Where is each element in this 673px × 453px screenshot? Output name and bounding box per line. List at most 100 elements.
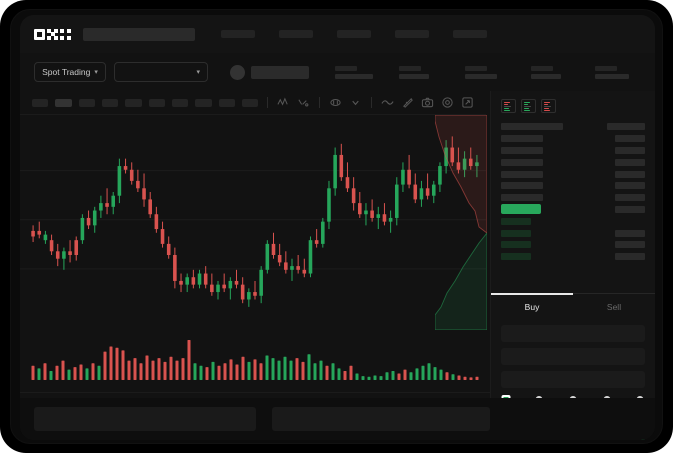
device-screen-bezel: OKX Spot Trading ▾ ▾ — [10, 9, 663, 444]
toolbar-divider — [319, 97, 321, 108]
tab-buy[interactable]: Buy — [491, 293, 573, 319]
orderbook-row[interactable] — [501, 251, 645, 263]
nav-item-1[interactable] — [279, 30, 313, 38]
volume-svg — [31, 340, 479, 380]
orderbook-row[interactable] — [501, 239, 645, 251]
nav-item-0[interactable] — [221, 30, 255, 38]
order-amount-field[interactable] — [501, 348, 645, 365]
order-book-panel: Buy Sell — [490, 91, 655, 440]
orderbook-row[interactable] — [501, 192, 645, 204]
drawing-tools-icon[interactable] — [401, 96, 414, 109]
orderbook-size — [615, 146, 645, 154]
orderbook-price — [501, 135, 543, 143]
asks-only-icon[interactable] — [541, 99, 556, 113]
orderbook-row[interactable] — [501, 156, 645, 168]
okx-trading-app: OKX Spot Trading ▾ ▾ — [20, 15, 655, 440]
order-form — [491, 319, 655, 440]
timeframe-3[interactable] — [101, 98, 119, 107]
orderbook-price — [501, 241, 531, 249]
orderbook-row[interactable] — [501, 133, 645, 145]
timeframe-7[interactable] — [195, 98, 212, 107]
header-nav — [221, 30, 487, 38]
nav-item-3[interactable] — [395, 30, 429, 38]
app-header: OKX — [20, 15, 655, 53]
camera-icon[interactable] — [421, 96, 434, 109]
orderbook-size — [607, 123, 645, 131]
timeframe-2[interactable] — [78, 98, 95, 107]
orderbook-row[interactable] — [501, 204, 645, 216]
fullscreen-icon[interactable] — [461, 96, 474, 109]
orderbook-size — [615, 158, 645, 166]
timeframe-4[interactable] — [125, 98, 142, 107]
orderbook-size — [615, 241, 645, 249]
timeframe-9[interactable] — [241, 98, 259, 107]
ticker-bar: Spot Trading ▾ ▾ — [20, 53, 655, 91]
orderbook-row[interactable] — [501, 145, 645, 157]
orderbook-size — [615, 194, 645, 202]
orderbook-price — [501, 194, 543, 202]
volume-chart[interactable] — [20, 330, 486, 392]
settings-gear-icon[interactable] — [441, 96, 454, 109]
orderbook-size — [615, 229, 645, 237]
timeframe-6[interactable] — [171, 98, 189, 107]
tab-sell[interactable]: Sell — [606, 301, 622, 312]
bottom-block-0[interactable] — [34, 407, 256, 431]
chevron-down-icon: ▾ — [196, 68, 200, 76]
orderbook-rows[interactable] — [491, 119, 655, 263]
nav-item-4[interactable] — [453, 30, 487, 38]
timeframe-5[interactable] — [148, 98, 165, 107]
orderbook-size — [615, 135, 645, 143]
orderbook-price — [501, 253, 531, 261]
toolbar-divider — [371, 97, 372, 108]
orderbook-row[interactable] — [501, 121, 645, 133]
orderbook-price — [501, 204, 541, 215]
search-input[interactable] — [83, 27, 195, 41]
orderbook-row[interactable] — [501, 215, 645, 227]
price-chart[interactable] — [20, 115, 486, 330]
orderbook-price — [501, 217, 531, 225]
ticker-stat-4 — [595, 65, 629, 79]
bottom-block-1[interactable] — [272, 407, 490, 431]
orderbook-price — [501, 158, 543, 166]
order-total-field[interactable] — [501, 371, 645, 388]
orderbook-row[interactable] — [501, 168, 645, 180]
orderbook-price — [501, 229, 531, 237]
chevron-down-icon: ▾ — [94, 68, 98, 76]
ticker-stat-0 — [335, 65, 373, 79]
pair-selector[interactable]: ▾ — [114, 62, 208, 82]
bids-only-icon[interactable] — [521, 99, 536, 113]
candle-type-icon[interactable] — [297, 96, 310, 109]
chevron-down-icon[interactable] — [349, 96, 362, 109]
candlestick-svg — [20, 136, 486, 307]
indicators-icon[interactable] — [277, 96, 290, 109]
trading-mode-selector[interactable]: Spot Trading ▾ — [34, 62, 106, 82]
orderbook-size — [615, 253, 645, 261]
coin-avatar — [230, 64, 245, 80]
order-price-field[interactable] — [501, 325, 645, 342]
timeframe-8[interactable] — [218, 98, 235, 107]
ticker-stat-2 — [465, 65, 497, 79]
orderbook-row[interactable] — [501, 180, 645, 192]
compare-icon[interactable] — [329, 96, 342, 109]
logo-letter-x — [60, 28, 71, 40]
orderbook-size — [615, 182, 645, 190]
toolbar-divider — [267, 97, 269, 108]
depth-overlay — [435, 115, 487, 330]
logo-letter-o — [34, 28, 45, 40]
line-style-icon[interactable] — [381, 96, 394, 109]
orderbook-price — [501, 182, 543, 190]
okx-logo[interactable]: OKX — [34, 28, 71, 40]
last-price — [251, 65, 309, 79]
timeframe-0[interactable] — [32, 98, 49, 107]
nav-item-2[interactable] — [337, 30, 371, 38]
both-icon[interactable] — [501, 99, 516, 113]
orderbook-row[interactable] — [501, 227, 645, 239]
bottom-bar — [20, 398, 655, 440]
logo-letter-k — [47, 28, 58, 40]
depth-svg — [435, 115, 487, 330]
orderbook-size — [615, 205, 645, 213]
orderbook-price — [501, 146, 543, 154]
timeframe-1[interactable] — [55, 98, 72, 107]
trading-mode-label: Spot Trading — [42, 67, 91, 77]
